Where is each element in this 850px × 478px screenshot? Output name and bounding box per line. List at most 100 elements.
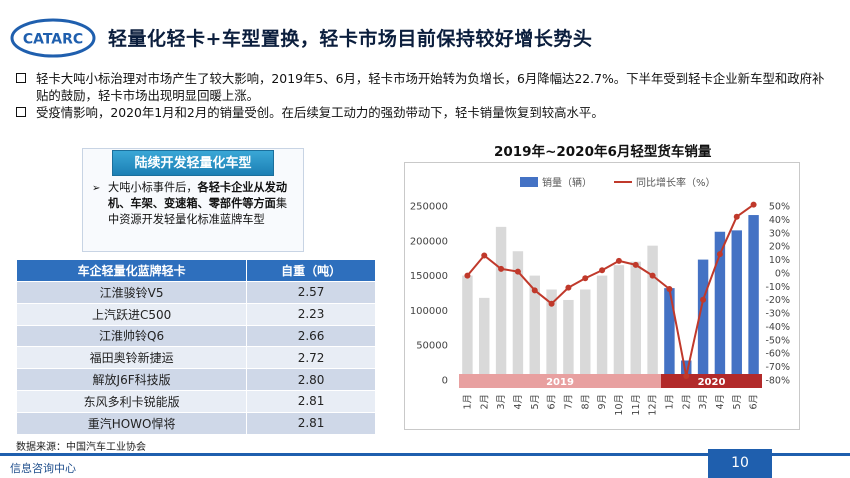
x-tick-label: 11月 [631, 394, 642, 416]
callout-text-c: 集中资源开发轻量化标准蓝牌车型 [108, 197, 288, 226]
model-cell: 解放J6F科技版 [15, 368, 248, 391]
page-number: 10 [708, 449, 772, 478]
arrow-bullet-icon: ➢ [92, 183, 101, 194]
growth-point [632, 261, 639, 268]
weight-cell: 2.23 [246, 302, 376, 326]
growth-point [683, 372, 690, 379]
y-right-tick-label: -40% [765, 322, 790, 333]
sales-bar [512, 251, 524, 374]
y-left-tick-label: 0 [442, 376, 448, 387]
y-right-tick-label: -70% [765, 362, 790, 373]
y-right-tick-label: 20% [769, 242, 790, 253]
model-cell: 上汽跃进C500 [15, 302, 248, 326]
growth-point [700, 296, 707, 303]
table-row: 解放J6F科技版 2.80 [15, 368, 376, 391]
x-tick-label: 5月 [530, 394, 541, 410]
y-right-tick-label: 0% [775, 268, 790, 279]
x-tick-label: 1月 [664, 394, 675, 410]
y-right-tick-label: -20% [765, 295, 790, 306]
x-tick-label: 3月 [496, 394, 507, 410]
year-band [459, 374, 661, 388]
x-tick-label: 2月 [479, 394, 490, 410]
y-left-tick-label: 50000 [416, 341, 448, 352]
bullet-text: 轻卡大吨小标治理对市场产生了较大影响，2019年5、6月，轻卡市场开始转为负增长… [36, 71, 825, 103]
y-left-tick-label: 200000 [410, 236, 448, 247]
sales-bar [714, 231, 726, 374]
x-tick-label: 4月 [715, 394, 726, 410]
sales-bar [647, 245, 658, 374]
table-row: 江淮帅铃Q6 2.66 [15, 324, 376, 348]
weight-cell: 2.57 [246, 281, 376, 304]
sales-bar [495, 226, 507, 374]
model-cell: 重汽HOWO悍将 [15, 411, 248, 435]
growth-point [733, 213, 740, 220]
bullet-item: 受疫情影响，2020年1月和2月的销量受创。在后续复工动力的强劲带动下，轻卡销量… [16, 104, 836, 121]
year-band-label: 2020 [698, 377, 726, 388]
model-cell: 江淮骏铃V5 [15, 281, 248, 304]
catarc-logo: CATARC [10, 18, 96, 58]
sales-bar [546, 289, 557, 374]
x-tick-label: 10月 [614, 394, 625, 416]
x-tick-label: 7月 [563, 394, 574, 410]
x-tick-label: 12月 [648, 394, 659, 416]
x-tick-label: 5月 [732, 394, 743, 410]
table-row: 上汽跃进C500 2.23 [15, 302, 376, 326]
y-right-tick-label: -80% [765, 376, 790, 387]
growth-point [615, 257, 622, 264]
growth-point [582, 275, 589, 282]
page-title: 轻量化轻卡+车型置换，轻卡市场目前保持较好增长势头 [108, 28, 593, 50]
model-cell: 江淮帅铃Q6 [15, 324, 248, 348]
sales-bar [697, 259, 709, 374]
y-right-tick-label: -50% [765, 335, 790, 346]
y-right-tick-label: 30% [769, 228, 790, 239]
growth-point [565, 284, 572, 291]
sales-bar [613, 265, 625, 374]
x-tick-label: 9月 [597, 394, 608, 410]
sales-bar [596, 275, 608, 374]
sales-bar [479, 297, 490, 374]
x-tick-label: 8月 [580, 394, 591, 410]
growth-point [599, 267, 606, 274]
growth-point [464, 272, 471, 279]
column-header-weight: 自重（吨） [246, 259, 376, 282]
y-right-tick-label: 50% [769, 202, 790, 213]
growth-point [498, 265, 505, 272]
year-band-label: 2019 [546, 377, 574, 388]
legend-label-sales: 销量（辆） [542, 176, 592, 189]
growth-point [716, 251, 723, 258]
table-row: 重汽HOWO悍将 2.81 [15, 411, 376, 435]
column-header-model: 车企轻量化蓝牌轻卡 [15, 259, 248, 282]
growth-line [466, 203, 755, 377]
growth-point [666, 285, 673, 292]
y-left-tick-label: 150000 [410, 271, 448, 282]
table-row: 江淮骏铃V5 2.57 [15, 281, 376, 304]
footer-org: 信息咨询中心 [10, 462, 76, 475]
growth-point [481, 252, 488, 259]
data-source-note: 数据来源：中国汽车工业协会 [16, 442, 146, 453]
y-left-tick-label: 100000 [410, 306, 448, 317]
x-tick-label: 3月 [698, 394, 709, 410]
chart-title: 2019年~2020年6月轻型货车销量 [494, 144, 712, 160]
legend-label-growth: 同比增长率（%） [636, 176, 716, 189]
square-bullet-icon [16, 107, 26, 117]
y-right-tick-label: -60% [765, 349, 790, 360]
growth-point [750, 201, 757, 208]
callout-text-bold: 各轻卡企业从发动机、车架、变速箱、零部件等方面 [108, 181, 288, 210]
growth-point [514, 268, 521, 275]
weight-cell: 2.66 [246, 324, 376, 348]
callout-heading: 陆续开发轻量化车型 [112, 150, 274, 176]
footer-divider [0, 453, 850, 456]
callout-text: 大吨小标事件后，各轻卡企业从发动机、车架、变速箱、零部件等方面集中资源开发轻量化… [108, 180, 298, 228]
weight-cell: 2.80 [246, 368, 376, 391]
legend-swatch-sales [520, 177, 538, 187]
sales-bar [664, 288, 675, 374]
sales-bar [529, 275, 540, 374]
x-tick-label: 6月 [749, 394, 760, 410]
logo-text: CATARC [23, 32, 83, 48]
weight-table: 车企轻量化蓝牌轻卡 自重（吨） 江淮骏铃V5 2.57 上汽跃进C500 2.23 … [15, 259, 376, 435]
bullet-text: 受疫情影响，2020年1月和2月的销量受创。在后续复工动力的强劲带动下，轻卡销量… [36, 105, 604, 120]
sales-bar [563, 299, 574, 374]
x-tick-label: 6月 [547, 394, 558, 410]
growth-point [548, 300, 555, 307]
sales-bar [630, 261, 641, 374]
